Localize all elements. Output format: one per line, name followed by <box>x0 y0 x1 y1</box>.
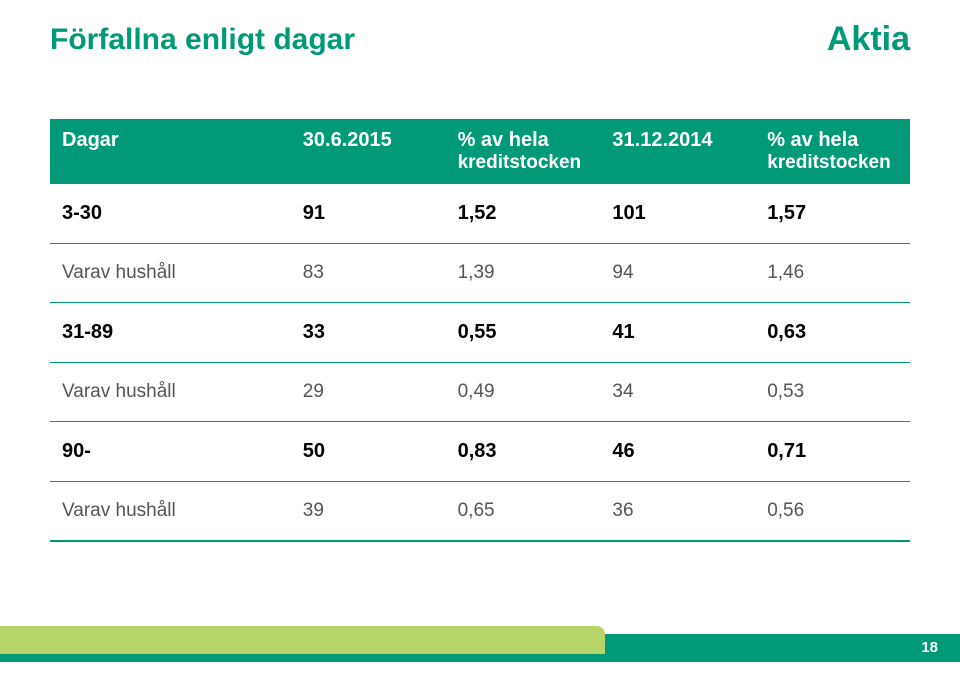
title-row: Förfallna enligt dagar Aktia <box>50 20 910 59</box>
table-row: 31-89330,55410,63 <box>50 303 910 363</box>
cell: 91 <box>291 184 446 243</box>
cell: 90- <box>50 422 291 482</box>
table-row: 90-500,83460,71 <box>50 422 910 482</box>
cell: 31-89 <box>50 303 291 363</box>
page-number: 18 <box>921 639 938 656</box>
cell: 94 <box>600 244 755 303</box>
footer-bar: 18 <box>0 626 960 662</box>
cell: 3-30 <box>50 184 291 243</box>
th-pct2: % av hela kreditstocken <box>755 119 910 184</box>
cell: 1,39 <box>446 244 601 303</box>
cell: 1,46 <box>755 244 910 303</box>
cell: Varav hushåll <box>50 363 291 422</box>
cell: 0,55 <box>446 303 601 363</box>
cell: 46 <box>600 422 755 482</box>
table-body: 3-30911,521011,57Varav hushåll831,39941,… <box>50 184 910 541</box>
th-pct1: % av hela kreditstocken <box>446 119 601 184</box>
th-date2: 31.12.2014 <box>600 119 755 184</box>
page-title: Förfallna enligt dagar <box>50 23 355 57</box>
cell: 29 <box>291 363 446 422</box>
table-row: Varav hushåll831,39941,46 <box>50 244 910 303</box>
th-dagar: Dagar <box>50 119 291 184</box>
footer-bar-accent <box>0 626 605 654</box>
cell: 41 <box>600 303 755 363</box>
cell: 0,65 <box>446 482 601 541</box>
cell: 0,49 <box>446 363 601 422</box>
cell: 0,56 <box>755 482 910 541</box>
cell: 39 <box>291 482 446 541</box>
table-header: Dagar 30.6.2015 % av hela kreditstocken … <box>50 119 910 184</box>
th-pct2-line2: kreditstocken <box>767 152 898 174</box>
cell: Varav hushåll <box>50 244 291 303</box>
table-row: 3-30911,521011,57 <box>50 184 910 243</box>
cell: 36 <box>600 482 755 541</box>
th-pct2-line1: % av hela <box>767 129 858 151</box>
cell: 33 <box>291 303 446 363</box>
cell: 0,83 <box>446 422 601 482</box>
cell: Varav hushåll <box>50 482 291 541</box>
data-table: Dagar 30.6.2015 % av hela kreditstocken … <box>50 119 910 542</box>
th-pct1-line1: % av hela <box>458 129 549 151</box>
cell: 1,57 <box>755 184 910 243</box>
cell: 101 <box>600 184 755 243</box>
cell: 0,71 <box>755 422 910 482</box>
cell: 0,53 <box>755 363 910 422</box>
th-pct1-line2: kreditstocken <box>458 152 589 174</box>
brand-logo: Aktia <box>827 20 910 59</box>
cell: 34 <box>600 363 755 422</box>
cell: 1,52 <box>446 184 601 243</box>
cell: 50 <box>291 422 446 482</box>
cell: 83 <box>291 244 446 303</box>
table-row: Varav hushåll390,65360,56 <box>50 482 910 541</box>
th-date1: 30.6.2015 <box>291 119 446 184</box>
table-bottom-line <box>50 540 910 541</box>
table-row: Varav hushåll290,49340,53 <box>50 363 910 422</box>
cell: 0,63 <box>755 303 910 363</box>
slide-container: Förfallna enligt dagar Aktia Dagar 30.6.… <box>0 0 960 674</box>
